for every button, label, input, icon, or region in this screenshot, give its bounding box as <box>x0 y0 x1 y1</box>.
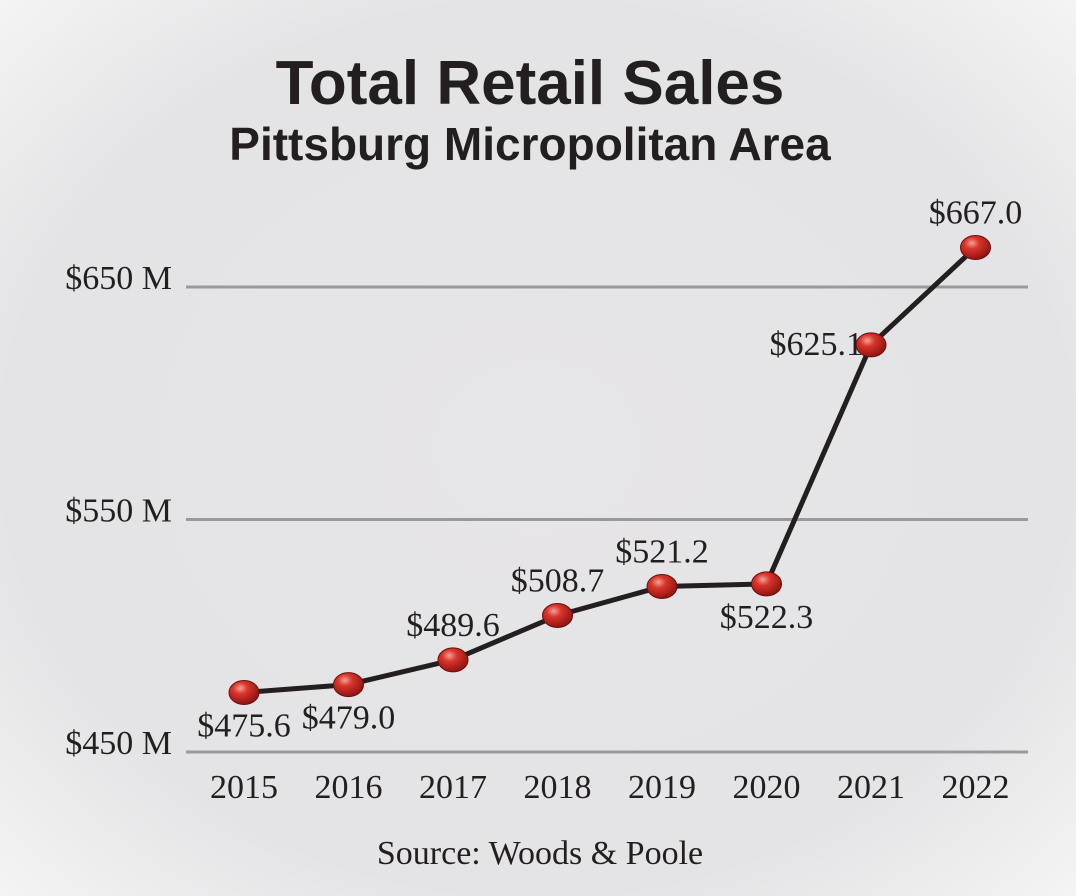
gridlines <box>186 285 1028 754</box>
data-label: $625.1 <box>770 326 864 363</box>
data-label: $521.2 <box>615 533 709 570</box>
y-tick-label: $650 M <box>65 260 172 297</box>
y-tick-label: $450 M <box>65 725 172 762</box>
data-markers <box>228 234 991 705</box>
x-tick-label: 2019 <box>628 769 696 806</box>
data-point <box>228 679 260 705</box>
data-point <box>960 234 991 260</box>
data-point <box>751 571 782 597</box>
x-tick-label: 2018 <box>524 769 592 806</box>
x-tick-label: 2022 <box>942 769 1010 806</box>
series-line <box>243 245 978 695</box>
chart-title: Total Retail Sales <box>276 49 785 118</box>
data-label: $475.6 <box>197 707 291 744</box>
y-axis-ticks: $450 M $550 M $650 M <box>65 260 172 762</box>
x-tick-label: 2021 <box>837 769 905 806</box>
x-tick-label: 2016 <box>315 769 383 806</box>
data-point <box>542 603 573 629</box>
chart-subtitle: Pittsburg Micropolitan Area <box>229 118 831 170</box>
source-note: Source: Woods & Poole <box>377 835 703 872</box>
series-line-path <box>243 245 978 695</box>
x-tick-label: 2015 <box>210 769 278 806</box>
data-label: $479.0 <box>302 700 396 737</box>
data-labels: $475.6 $479.0 $489.6 $508.7 $521.2 $522.3 $625… <box>197 194 1022 744</box>
x-axis-ticks: 2015 2016 2017 2018 2019 2020 2021 2022 <box>210 769 1010 806</box>
y-tick-label: $550 M <box>65 493 172 530</box>
x-tick-label: 2020 <box>733 769 801 806</box>
data-point <box>855 332 887 358</box>
data-label: $489.6 <box>406 607 500 644</box>
data-label: $508.7 <box>511 563 605 600</box>
data-point <box>437 647 469 673</box>
x-tick-label: 2017 <box>419 769 487 806</box>
data-label: $667.0 <box>929 194 1023 231</box>
data-label: $522.3 <box>720 599 814 636</box>
data-point <box>646 573 678 599</box>
data-point <box>333 672 364 698</box>
